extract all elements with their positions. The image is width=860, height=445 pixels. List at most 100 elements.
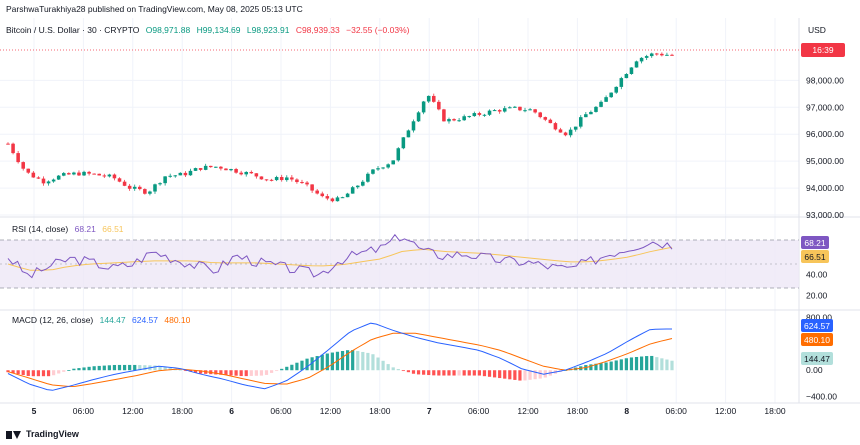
- time-tick-label: 12:00: [517, 406, 539, 416]
- price-tick-label: 96,000.00: [806, 129, 844, 139]
- macd-hist-bar: [82, 367, 86, 371]
- macd-hist-bar: [508, 370, 512, 380]
- candle-body: [462, 116, 466, 121]
- candle-body: [578, 117, 583, 127]
- time-tick-label: 18:00: [172, 406, 194, 416]
- rsi-current-value: 68.21: [75, 224, 97, 234]
- macd-hist-bar: [462, 370, 466, 376]
- candle-body: [330, 198, 335, 202]
- macd-hist-bar: [315, 356, 319, 371]
- macd-hist-bar: [158, 365, 162, 371]
- macd-hist-bar: [660, 358, 664, 371]
- candle-body: [406, 130, 411, 138]
- rsi-value-badge-text: 68.21: [804, 238, 826, 248]
- rsi-tick-label: 40.00: [806, 270, 828, 280]
- macd-hist-bar: [259, 370, 264, 376]
- macd-current-value: 624.57: [132, 315, 158, 325]
- macd-hist-bar: [503, 370, 507, 379]
- price-tick-label: 98,000.00: [806, 75, 844, 85]
- macd-hist-bar: [650, 355, 654, 371]
- candle-body: [548, 119, 553, 124]
- candle-body: [431, 95, 436, 102]
- macd-hist-bar: [518, 370, 522, 381]
- candle-body: [416, 112, 421, 122]
- macd-hist-bar: [406, 370, 411, 373]
- candle-body: [599, 101, 603, 107]
- macd-hist-bar: [280, 368, 284, 371]
- macd-label: MACD (12, 26, close) 144.47 624.57 480.1…: [12, 315, 191, 325]
- macd-hist-bar: [381, 360, 385, 371]
- macd-hist-bar: [432, 370, 436, 376]
- macd-hist-bar: [634, 356, 639, 371]
- macd-tick-label: 0.00: [806, 365, 823, 375]
- macd-title: MACD (12, 26, close): [12, 315, 93, 325]
- candle-body: [665, 54, 669, 56]
- rsi-value-badge: [801, 236, 829, 249]
- time-tick-label: 06:00: [270, 406, 292, 416]
- macd-hist-bar: [492, 370, 497, 378]
- macd-line: [7, 322, 672, 391]
- macd-hist-bar: [371, 354, 375, 371]
- candle-body: [168, 175, 172, 177]
- macd-hist-bar: [41, 370, 46, 377]
- rsi-ma-badge-text: 66.51: [804, 252, 826, 262]
- candle-body: [11, 143, 15, 154]
- candle-body: [219, 166, 223, 169]
- macd-hist-bar: [452, 370, 456, 376]
- candle-body: [224, 168, 228, 171]
- ohlc-change: −32.55 (−0.03%): [346, 25, 409, 35]
- macd-value-badge-text: 624.57: [804, 321, 830, 331]
- candle-body: [305, 182, 309, 185]
- candle-body: [594, 106, 598, 112]
- candle-body: [97, 173, 102, 176]
- macd-hist-bar: [422, 370, 426, 375]
- candle-body: [279, 177, 284, 181]
- macd-hist-bar: [26, 370, 30, 376]
- macd-hist-bar: [234, 370, 238, 376]
- candle-body: [634, 61, 639, 68]
- macd-hist-bar: [128, 364, 132, 371]
- macd-hist-bar: [229, 370, 233, 376]
- macd-hist-bar: [52, 370, 56, 376]
- macd-hist-bar: [594, 363, 598, 371]
- candle-body: [163, 176, 167, 184]
- ohlc-high: H99,134.69: [197, 25, 241, 35]
- candle-body: [421, 101, 426, 113]
- countdown-badge: [801, 43, 845, 57]
- candle-body: [381, 167, 385, 169]
- rsi-ma-current-value: 66.51: [102, 224, 124, 234]
- candle-body: [127, 185, 132, 189]
- macd-hist-bar: [513, 370, 517, 380]
- candle-body: [36, 177, 41, 179]
- candle-body: [203, 165, 208, 170]
- candle-body: [244, 171, 249, 175]
- candle-body: [274, 177, 279, 181]
- price-tick-label: 94,000.00: [806, 183, 844, 193]
- candlestick-series: [6, 52, 674, 203]
- macd-hist-bar: [36, 370, 41, 377]
- candle-body: [198, 168, 203, 170]
- macd-hist-bar: [391, 367, 395, 371]
- macd-signal-line: [7, 332, 673, 388]
- candle-body: [56, 175, 61, 180]
- macd-hist-bar: [376, 357, 380, 371]
- candle-body: [340, 197, 345, 199]
- macd-hist-bar: [16, 370, 20, 375]
- candle-body: [401, 137, 406, 149]
- rsi-title: RSI (14, close): [12, 224, 68, 234]
- candle-body: [477, 113, 482, 115]
- candle-body: [361, 181, 365, 186]
- macd-hist-bar: [340, 350, 345, 371]
- chart-grid: [0, 18, 799, 403]
- macd-hist-bar: [401, 370, 405, 372]
- time-tick-label: 7: [427, 406, 432, 416]
- candle-body: [67, 173, 71, 175]
- candle-body: [92, 173, 96, 175]
- candle-body: [269, 179, 274, 181]
- macd-hist-bar: [619, 359, 623, 371]
- macd-hist-bar: [290, 364, 294, 371]
- macd-hist-bar: [523, 370, 527, 381]
- candle-body: [138, 186, 142, 190]
- candle-body: [214, 166, 218, 168]
